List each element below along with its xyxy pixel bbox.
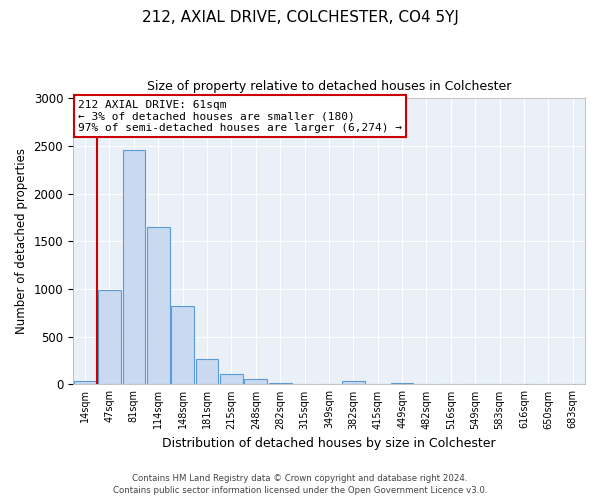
Bar [122,150,145,384]
Bar [98,290,121,384]
Bar [220,374,243,384]
Bar [196,359,218,384]
Bar [342,381,365,384]
Text: 212, AXIAL DRIVE, COLCHESTER, CO4 5YJ: 212, AXIAL DRIVE, COLCHESTER, CO4 5YJ [142,10,458,25]
Title: Size of property relative to detached houses in Colchester: Size of property relative to detached ho… [147,80,511,93]
Bar [244,379,267,384]
Text: 212 AXIAL DRIVE: 61sqm
← 3% of detached houses are smaller (180)
97% of semi-det: 212 AXIAL DRIVE: 61sqm ← 3% of detached … [78,100,402,133]
Bar [74,380,97,384]
Bar [171,306,194,384]
Bar [391,383,413,384]
X-axis label: Distribution of detached houses by size in Colchester: Distribution of detached houses by size … [162,437,496,450]
Bar [147,227,170,384]
Y-axis label: Number of detached properties: Number of detached properties [15,148,28,334]
Text: Contains HM Land Registry data © Crown copyright and database right 2024.
Contai: Contains HM Land Registry data © Crown c… [113,474,487,495]
